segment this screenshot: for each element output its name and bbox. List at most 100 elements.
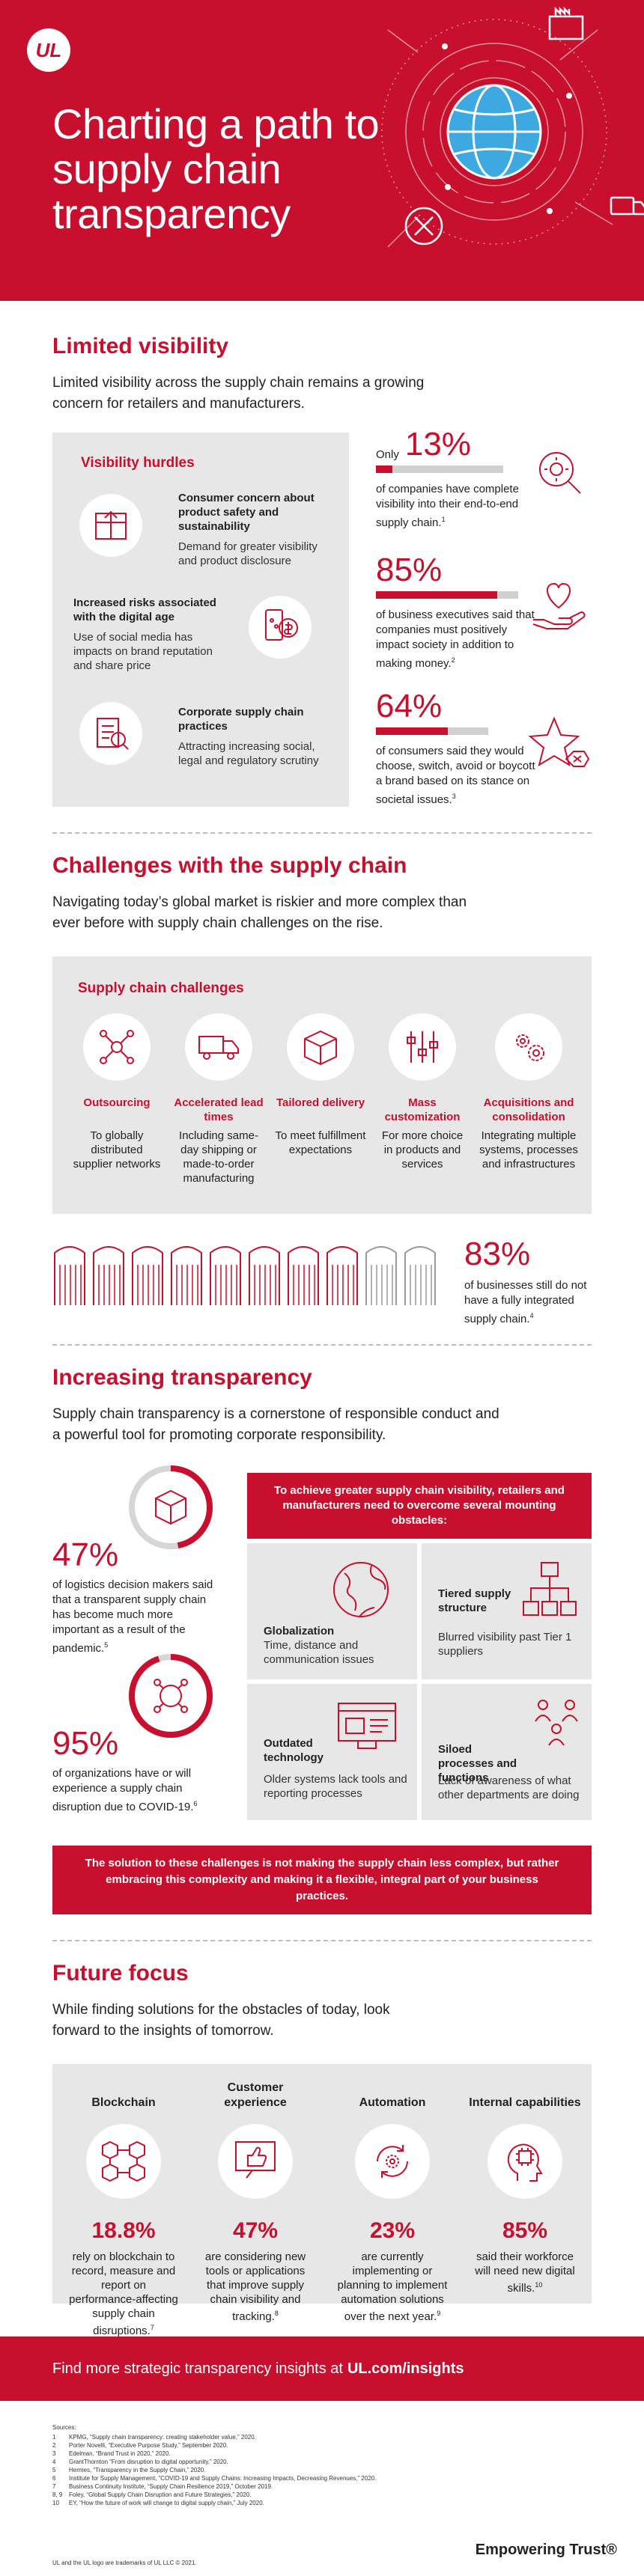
hero-header: UL Charting a path to supply chain trans…	[0, 0, 644, 301]
document-magnify-icon	[79, 702, 142, 765]
stat-prefix: Only	[376, 448, 399, 461]
monitor-icon	[338, 1703, 396, 1749]
source-text: Hermes, “Transparency in the Supply Chai…	[69, 2467, 206, 2473]
obstacle-title: Tiered supply structure	[438, 1587, 511, 1614]
donut-chart-95	[129, 1654, 213, 1738]
virus-network-icon	[154, 1679, 188, 1713]
stat-block: Only 13% of companies have complete visi…	[376, 427, 533, 531]
challenge-item: Tailored delivery To meet fulfillment ex…	[274, 1013, 367, 1157]
blocks-icon	[86, 2124, 161, 2199]
sources-list: Sources: 1 KPMG, “Supply chain transparen…	[52, 2423, 442, 2507]
stat-text: of logistics decision makers said that a…	[52, 1578, 213, 1655]
warehouse-row	[52, 1242, 442, 1310]
magnify-gear-icon	[529, 442, 592, 504]
cycle-gear-icon	[355, 2124, 430, 2199]
challenge-title: Outsourcing	[83, 1096, 151, 1109]
source-item: 4 GrantThornton “From disruption to digit…	[52, 2458, 442, 2466]
hurdle-desc: Demand for greater visibility and produc…	[178, 540, 318, 567]
section-intro: Limited visibility across the supply cha…	[52, 375, 425, 412]
section-title-transparency: Increasing transparency	[52, 1365, 312, 1390]
future-item: Internal capabilities 85% said their wor…	[469, 2073, 581, 2295]
warehouse-icon	[54, 1246, 85, 1305]
challenge-item: Accelerated lead times Including same-da…	[172, 1013, 265, 1185]
future-item: Automation 23% are currently implementin…	[332, 2073, 452, 2324]
obstacle-title: Globalization	[264, 1625, 335, 1638]
cube-icon	[155, 1489, 186, 1525]
source-number: 2	[52, 2442, 56, 2449]
source-number: 4	[52, 2459, 56, 2465]
obstacle-item: Tiered supply structure Blurred visibili…	[422, 1543, 592, 1679]
future-desc: said their workforce will need new digit…	[475, 2250, 575, 2295]
obstacle-desc: Older systems lack tools and reporting p…	[264, 1773, 407, 1800]
stat-value: 64%	[376, 688, 443, 724]
stat-value: 47%	[52, 1536, 119, 1573]
future-title: Blockchain	[91, 2096, 156, 2109]
source-item: 3 Edelman, “Brand Trust in 2020,” 2020.	[52, 2450, 442, 2458]
footnote-ref: 2	[451, 656, 455, 664]
source-number: 5	[52, 2467, 56, 2473]
panel-heading: Visibility hurdles	[81, 455, 195, 471]
gears-icon	[495, 1013, 562, 1081]
stat-text: of companies have complete visibility in…	[376, 483, 519, 529]
page-title: Charting a path to supply chain transpar…	[52, 100, 380, 237]
tagline: Empowering Trust®	[475, 2542, 617, 2558]
obstacle-item: Globalization Time, distance and communi…	[247, 1543, 417, 1679]
footnote-ref: 5	[104, 1641, 109, 1649]
hurdle-item: Consumer concern about product safety an…	[178, 491, 332, 568]
stat-value: 13%	[404, 426, 471, 463]
warehouse-icon	[365, 1246, 397, 1305]
stat-text: of consumers said they would choose, swi…	[376, 745, 535, 806]
cta-link[interactable]: UL.com/insights	[347, 2360, 464, 2377]
people-icon	[535, 1700, 578, 1746]
source-item: 10 EY, “How the future of work will chang…	[52, 2499, 442, 2507]
source-number: 1	[52, 2434, 56, 2441]
future-title: Internal capabilities	[469, 2096, 581, 2109]
section-title-limited-visibility: Limited visibility	[52, 334, 229, 358]
section-divider	[52, 832, 592, 834]
challenge-desc: Integrating multiple systems, processes …	[479, 1129, 578, 1171]
source-item: 2 Porter Novelli, “Executive Purpose Stud…	[52, 2441, 442, 2450]
network-icon	[83, 1013, 151, 1081]
section-title-challenges: Challenges with the supply chain	[52, 853, 407, 878]
donut-chart-47	[129, 1465, 213, 1549]
section-intro: While finding solutions for the obstacle…	[52, 2002, 390, 2039]
stat-value: 85%	[376, 552, 443, 588]
hurdle-title: Consumer concern about product safety an…	[178, 492, 315, 533]
box-icon	[287, 1013, 354, 1081]
stat-block: 47% of logistics decision makers said th…	[52, 1537, 220, 1656]
challenge-title: Mass customization	[384, 1096, 461, 1123]
warehouse-icon	[171, 1246, 202, 1305]
stat-block: 83% of businesses still do not have a fu…	[464, 1236, 599, 1327]
footnote-ref: 4	[529, 1312, 534, 1319]
warehouse-icon	[93, 1246, 124, 1305]
stat-value: 83%	[464, 1236, 531, 1272]
source-number: 3	[52, 2450, 56, 2457]
footnote-ref: 6	[193, 1800, 198, 1807]
panel-heading: Supply chain challenges	[78, 980, 244, 996]
obstacle-desc: Time, distance and communication issues	[264, 1639, 374, 1666]
challenge-item: Mass customization For more choice in pr…	[376, 1013, 469, 1171]
source-number: 10	[52, 2500, 59, 2506]
sliders-icon	[389, 1013, 456, 1081]
source-number: 8, 9	[52, 2491, 63, 2498]
obstacle-item: Outdated technology Older systems lack t…	[247, 1684, 417, 1820]
visibility-hurdles-panel: Visibility hurdles Consumer concern abou…	[52, 433, 349, 807]
challenge-desc: To globally distributed supplier network…	[73, 1129, 161, 1171]
stat-block: 95% of organizations have or will experi…	[52, 1726, 225, 1815]
stat-text: of organizations have or will experience…	[52, 1767, 194, 1813]
hurdle-title: Increased risks associated with the digi…	[73, 596, 216, 623]
challenge-title: Accelerated lead times	[174, 1096, 264, 1123]
future-title: Customer experience	[224, 2081, 287, 2109]
thumbs-up-icon	[218, 2124, 293, 2199]
package-inspection-icon	[79, 494, 142, 557]
future-focus-panel: Blockchain 18.8% rely on blockchain to r…	[52, 2064, 592, 2337]
warehouse-icon	[249, 1246, 280, 1305]
source-item: 8, 9 Foley, “Global Supply Chain Disrupti…	[52, 2491, 442, 2499]
future-stat: 23%	[369, 2218, 416, 2243]
future-desc: are considering new tools or application…	[204, 2250, 306, 2323]
challenge-desc: To meet fulfillment expectations	[275, 1129, 366, 1156]
challenge-desc: Including same-day shipping or made-to-o…	[179, 1129, 258, 1185]
supply-chain-challenges-panel: Supply chain challenges Outsourcing To g…	[52, 956, 592, 1214]
hurdle-title: Corporate supply chain practices	[178, 706, 304, 733]
footnote-ref: 10	[535, 2281, 543, 2289]
